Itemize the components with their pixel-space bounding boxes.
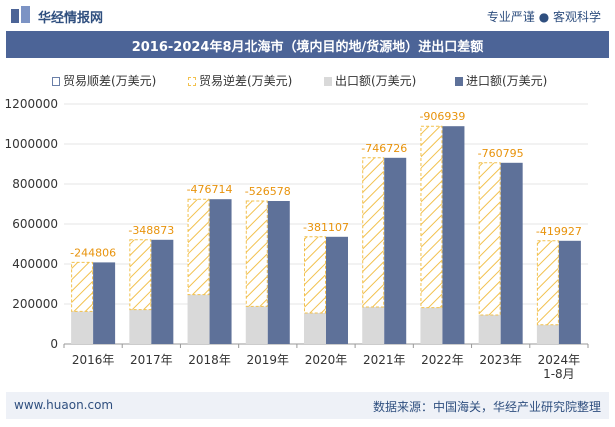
deficit-bar [536,240,559,326]
site-url[interactable]: www.huaon.com [14,398,114,412]
deficit-bar [420,125,443,309]
deficit-bar [362,157,385,308]
export-bar [129,309,152,344]
surplus-swatch-icon [52,77,60,86]
export-bar [71,311,94,344]
deficit-bar [71,261,94,312]
deficit-bar [129,239,152,311]
deficit-data-label: -746726 [361,142,407,155]
x-tick-label: 2022年 [421,353,464,367]
import-bar [151,239,174,344]
footer: www.huaon.com 数据来源：中国海关，华经产业研究院整理 [6,392,609,419]
export-bar [187,294,210,344]
y-tick-label: 0 [50,337,58,351]
export-bar [304,313,326,344]
deficit-bar [245,200,268,307]
import-bar [326,236,348,344]
huajing-logo-icon [11,6,30,23]
chart-title: 2016-2024年8月北海市（境内目的地/货源地）进出口差额 [131,40,484,55]
top-bar: 华经情报网 专业严谨 ● 客观科学 [0,0,615,30]
legend-item-import: 进口额(万美元) [455,72,547,89]
import-bar [93,262,116,344]
export-bar [536,324,559,344]
export-bar [420,307,443,344]
deficit-data-label: -476714 [187,183,233,196]
import-bar [558,240,581,344]
bars: -244806 -348873 -476714 -526578 -381107 -7467… [70,110,582,344]
legend-item-surplus: 贸易顺差(万美元) [52,72,156,89]
tagline: 专业严谨 ● 客观科学 [486,10,601,24]
deficit-bar [478,162,501,316]
x-tick-label: 2017年 [130,353,173,367]
y-tick-label: 400000 [12,257,58,271]
export-swatch-icon [324,77,332,86]
legend-item-deficit: 贸易逆差(万美元) [188,72,292,89]
title-bar: 2016-2024年8月北海市（境内目的地/货源地）进出口差额 [6,31,609,58]
deficit-swatch-icon [188,77,196,86]
y-tick-label: 800000 [12,177,58,191]
legend-label-surplus: 贸易顺差(万美元) [63,74,157,88]
y-axis: 0 200000 400000 600000 800000 1000000 1200000 [5,97,58,351]
import-bar [442,126,465,344]
deficit-data-label: -526578 [245,185,291,198]
deficit-data-label: -348873 [128,224,174,237]
deficit-data-label: -760795 [478,147,524,160]
deficit-bar [187,198,210,296]
y-tick-label: 1200000 [5,97,58,111]
deficit-bar [304,236,326,314]
legend-label-deficit: 贸易逆差(万美元) [199,74,293,88]
export-bar [245,306,268,344]
x-tick-label: 2024年 [538,353,581,367]
deficit-data-label: -419927 [536,225,582,238]
import-bar [267,201,290,344]
data-source: 数据来源：中国海关，华经产业研究院整理 [372,400,601,414]
export-bar [478,315,501,344]
legend-item-export: 出口额(万美元) [324,72,416,89]
brand-name: 华经情报网 [38,11,104,26]
x-tick-label: 2021年 [363,353,406,367]
x-tick-label: 2016年 [72,353,115,367]
x-axis: 2016年 2017年 2018年 2019年 2020年 2021年 2022年 2023年… [63,344,589,381]
deficit-data-label: -244806 [70,246,116,259]
y-tick-label: 200000 [12,297,58,311]
deficit-data-label: -381107 [303,221,349,234]
export-bar [362,307,385,344]
import-swatch-icon [455,77,463,86]
y-tick-label: 600000 [12,217,58,231]
x-tick-label: 2020年 [305,353,348,367]
import-bar [500,162,523,344]
legend-label-export: 出口额(万美元) [335,74,417,88]
y-tick-label: 1000000 [5,137,58,151]
legend-label-import: 进口额(万美元) [466,74,548,88]
x-tick-label: 2019年 [247,353,290,367]
chart-legend: 贸易顺差(万美元) 贸易逆差(万美元) 出口额(万美元) 进口额(万美元) [0,72,615,90]
import-bar [209,199,232,344]
x-tick-label: 2018年 [188,353,231,367]
import-bar [384,157,407,344]
x-tick-label: 2023年 [479,353,522,367]
x-tick-label: 1-8月 [543,367,575,381]
deficit-data-label: -906939 [419,110,465,123]
